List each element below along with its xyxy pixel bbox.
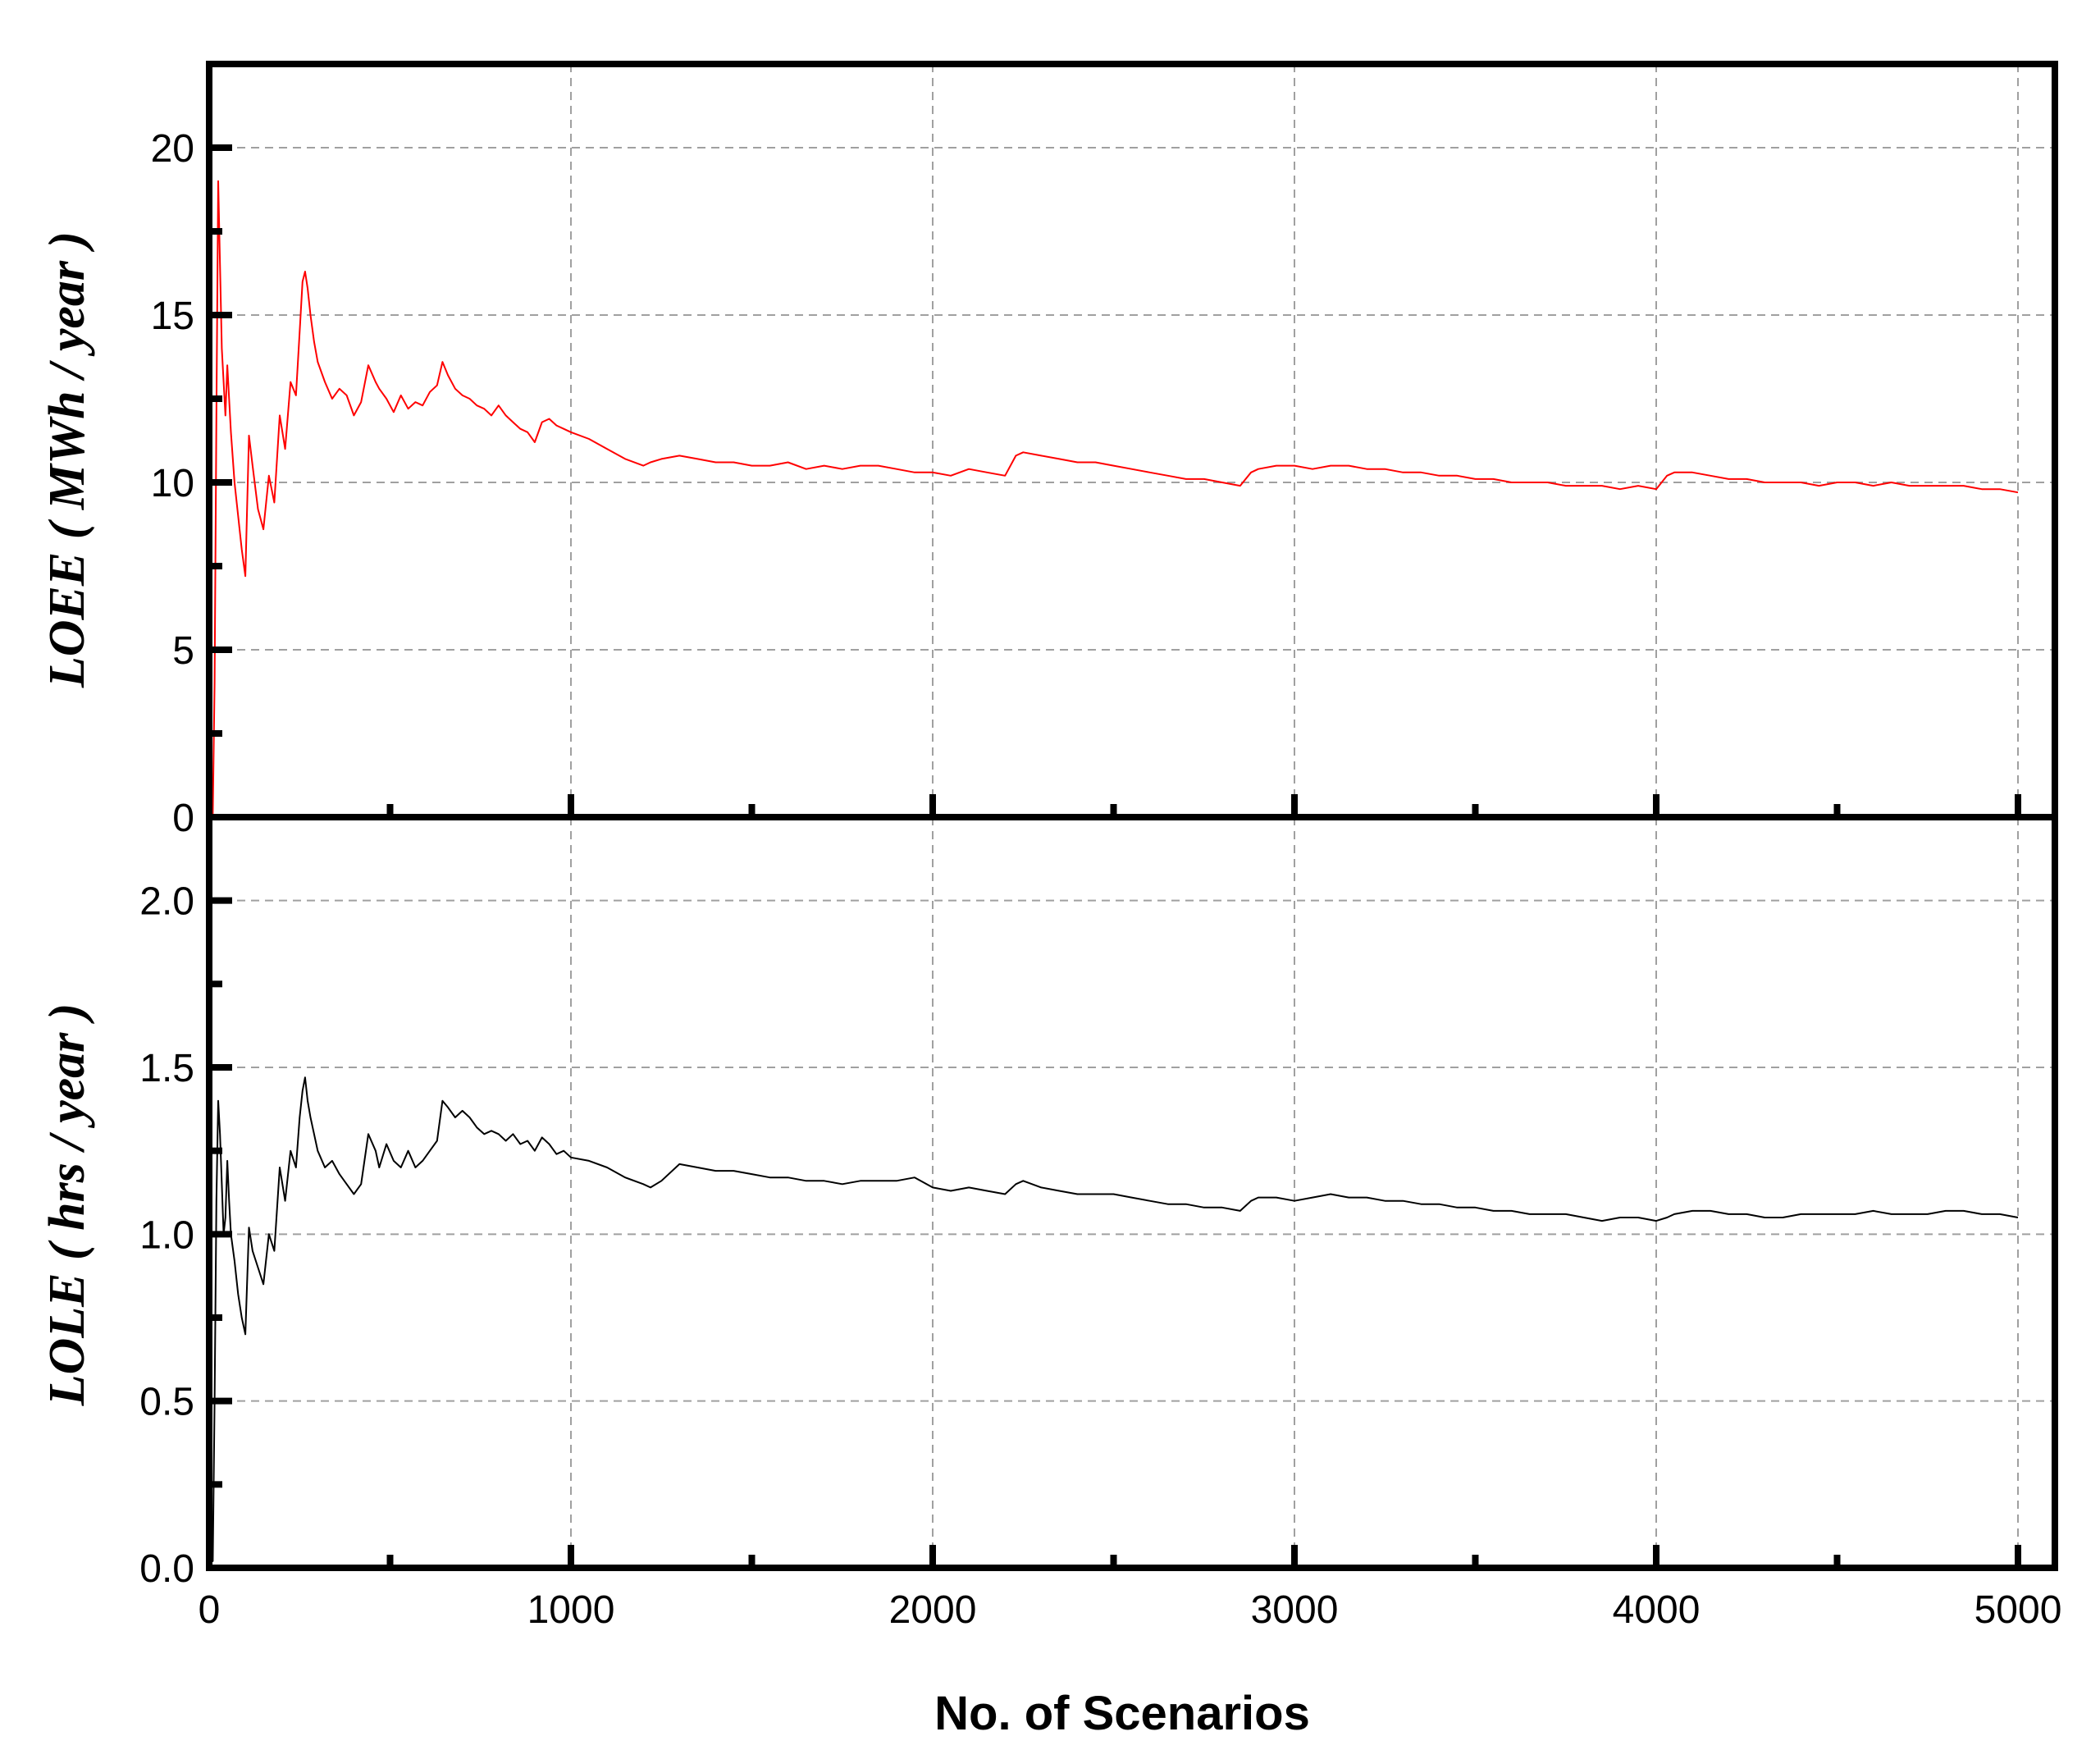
x-tick-label: 5000 xyxy=(1974,1588,2062,1632)
panel-lole: 0.0 0.5 1.0 1.5 2.0 xyxy=(139,814,2058,1591)
x-tick-label: 1000 xyxy=(527,1588,615,1632)
x-tick-label: 4000 xyxy=(1613,1588,1701,1632)
x-axis: 0 1000 2000 3000 4000 5000 xyxy=(199,794,2062,1632)
panel-frame xyxy=(206,814,2058,1571)
series-line xyxy=(208,1076,2019,1562)
y-tick-label: 0.5 xyxy=(139,1381,194,1424)
panel-frame xyxy=(206,61,2058,820)
y-tick-label: 15 xyxy=(151,295,194,338)
y-tick-label: 5 xyxy=(172,629,194,673)
y-tick-label: 1.5 xyxy=(139,1047,194,1090)
y-axis-title-loee: LOEE ( MWh / year ) xyxy=(39,231,95,688)
y-tick-label: 0 xyxy=(172,797,194,840)
y-tick-label: 1.0 xyxy=(139,1213,194,1257)
series-line xyxy=(208,180,2019,815)
panel-loee: 0 5 10 15 20 xyxy=(151,61,2058,840)
x-axis-title: No. of Scenarios xyxy=(934,1687,1310,1740)
y-axis-title-lole: LOLE ( hrs / year ) xyxy=(39,1003,95,1407)
x-tick-label: 0 xyxy=(199,1588,221,1632)
y-tick-label: 2.0 xyxy=(139,880,194,924)
y-tick-label: 10 xyxy=(151,462,194,505)
y-tick-label: 20 xyxy=(151,127,194,171)
x-tick-label: 2000 xyxy=(889,1588,977,1632)
y-tick-label: 0.0 xyxy=(139,1547,194,1591)
x-tick-label: 3000 xyxy=(1251,1588,1339,1632)
